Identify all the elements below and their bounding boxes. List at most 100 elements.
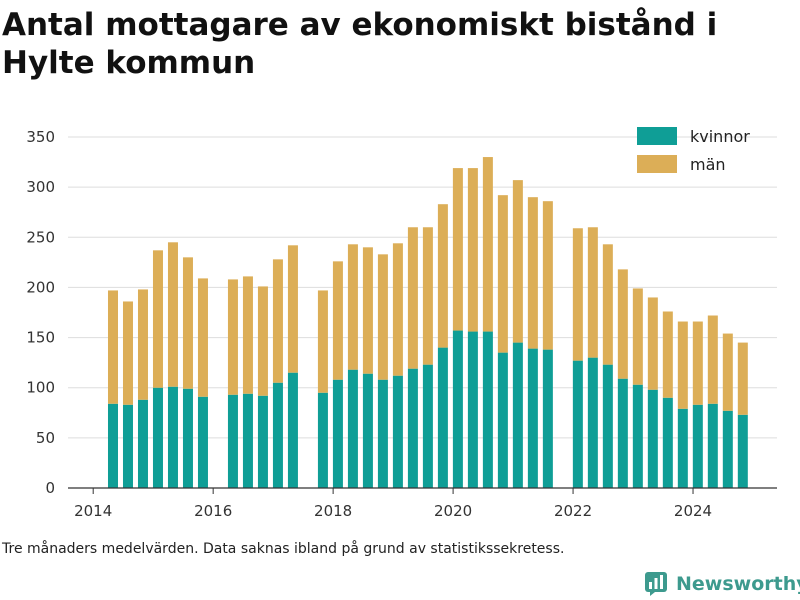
bar-kvinnor — [227, 394, 238, 488]
x-tick-label: 2020 — [434, 502, 472, 520]
bar-kvinnor — [482, 331, 493, 488]
bar-man — [377, 254, 388, 380]
bar-man — [287, 245, 298, 373]
bar-man — [332, 261, 343, 380]
bar-man — [362, 247, 373, 374]
y-tick-label: 250 — [26, 228, 55, 246]
bar-man — [617, 269, 628, 379]
bar-man — [692, 321, 703, 405]
bar-kvinnor — [182, 388, 193, 488]
chart-title: Antal mottagare av ekonomiskt bistånd i … — [2, 7, 718, 81]
bar-man — [572, 228, 583, 361]
bar-kvinnor — [527, 348, 538, 488]
bar-kvinnor — [407, 368, 418, 488]
bar-kvinnor — [737, 414, 748, 488]
bar-kvinnor — [377, 379, 388, 488]
bar-man — [632, 288, 643, 385]
x-axis-ticks: 2014 2016 2018 2020 2022 2024 — [74, 488, 712, 520]
legend-swatch-kvinnor — [637, 127, 677, 145]
bar-man — [647, 297, 658, 390]
bar-kvinnor — [137, 399, 148, 488]
bar-kvinnor — [722, 410, 733, 488]
bar-man — [737, 342, 748, 415]
x-tick-label: 2022 — [554, 502, 592, 520]
y-tick-label: 200 — [26, 278, 55, 296]
bar-kvinnor — [332, 379, 343, 488]
bar-man — [452, 168, 463, 331]
y-tick-label: 100 — [26, 379, 55, 397]
y-axis: 0 50 100 150 200 250 300 350 — [26, 128, 55, 497]
bar-kvinnor — [662, 397, 673, 488]
bar-chart-logo-icon — [645, 572, 667, 596]
bar-man — [437, 204, 448, 348]
bar-kvinnor — [167, 386, 178, 488]
legend-label: kvinnor — [690, 127, 750, 146]
bar-kvinnor — [452, 330, 463, 488]
bar-man — [107, 290, 118, 404]
bar-kvinnor — [437, 347, 448, 488]
bar-man — [527, 197, 538, 349]
bar-man — [197, 278, 208, 397]
bar-kvinnor — [647, 389, 658, 488]
bar-man — [257, 286, 268, 396]
bar-man — [152, 250, 163, 388]
bar-man — [587, 227, 598, 358]
bars — [107, 157, 748, 488]
y-tick-label: 300 — [26, 178, 55, 196]
bar-kvinnor — [242, 393, 253, 488]
bar-man — [392, 243, 403, 376]
bar-kvinnor — [572, 360, 583, 488]
y-tick-label: 50 — [36, 429, 55, 447]
bar-man — [512, 180, 523, 343]
bar-kvinnor — [467, 331, 478, 488]
x-tick-label: 2014 — [74, 502, 112, 520]
bar-kvinnor — [347, 369, 358, 488]
bar-kvinnor — [257, 395, 268, 488]
y-tick-label: 0 — [45, 479, 55, 497]
bar-man — [122, 301, 133, 405]
bar-man — [182, 257, 193, 389]
bar-kvinnor — [602, 364, 613, 488]
bar-man — [242, 276, 253, 394]
footnote: Tre månaders medelvärden. Data saknas ib… — [2, 541, 565, 557]
x-tick-label: 2018 — [314, 502, 352, 520]
bar-man — [722, 333, 733, 411]
bar-man — [467, 168, 478, 332]
bar-man — [662, 311, 673, 398]
bar-kvinnor — [152, 387, 163, 488]
bar-man — [497, 195, 508, 353]
legend: kvinnor män — [637, 127, 750, 174]
bar-man — [407, 227, 418, 369]
bar-man — [137, 289, 148, 400]
bar-man — [272, 259, 283, 383]
bar-kvinnor — [317, 392, 328, 488]
y-tick-label: 150 — [26, 329, 55, 347]
bar-kvinnor — [107, 403, 118, 488]
bar-kvinnor — [122, 404, 133, 488]
bar-kvinnor — [542, 349, 553, 488]
legend-label: män — [690, 155, 726, 174]
bar-man — [347, 244, 358, 370]
bar-kvinnor — [587, 357, 598, 488]
bar-kvinnor — [392, 375, 403, 488]
bar-kvinnor — [632, 384, 643, 488]
bar-man — [707, 315, 718, 404]
bar-kvinnor — [422, 364, 433, 488]
x-tick-label: 2024 — [674, 502, 712, 520]
bar-kvinnor — [362, 373, 373, 488]
brand-name: Newsworthy — [676, 573, 800, 595]
bar-man — [227, 279, 238, 395]
bar-kvinnor — [617, 378, 628, 488]
bar-man — [422, 227, 433, 365]
bar-man — [542, 201, 553, 350]
bar-kvinnor — [677, 408, 688, 488]
bar-kvinnor — [497, 352, 508, 488]
bar-kvinnor — [512, 342, 523, 488]
bar-man — [317, 290, 328, 393]
y-tick-label: 350 — [26, 128, 55, 146]
bar-kvinnor — [692, 404, 703, 488]
x-tick-label: 2016 — [194, 502, 232, 520]
brand-logo[interactable]: Newsworthy — [644, 570, 800, 598]
legend-swatch-man — [637, 155, 677, 173]
